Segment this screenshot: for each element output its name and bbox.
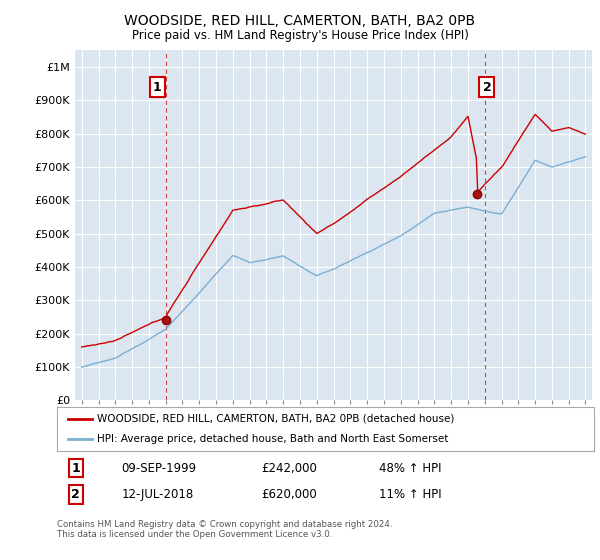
Text: HPI: Average price, detached house, Bath and North East Somerset: HPI: Average price, detached house, Bath… bbox=[97, 434, 449, 444]
Text: WOODSIDE, RED HILL, CAMERTON, BATH, BA2 0PB (detached house): WOODSIDE, RED HILL, CAMERTON, BATH, BA2 … bbox=[97, 414, 455, 424]
Text: 09-SEP-1999: 09-SEP-1999 bbox=[121, 461, 197, 475]
Text: 11% ↑ HPI: 11% ↑ HPI bbox=[379, 488, 442, 501]
Text: WOODSIDE, RED HILL, CAMERTON, BATH, BA2 0PB: WOODSIDE, RED HILL, CAMERTON, BATH, BA2 … bbox=[124, 14, 476, 28]
Text: £242,000: £242,000 bbox=[261, 461, 317, 475]
Text: 2: 2 bbox=[71, 488, 80, 501]
Text: 2: 2 bbox=[482, 81, 491, 94]
Text: 1: 1 bbox=[71, 461, 80, 475]
Text: Price paid vs. HM Land Registry's House Price Index (HPI): Price paid vs. HM Land Registry's House … bbox=[131, 29, 469, 42]
Text: 12-JUL-2018: 12-JUL-2018 bbox=[121, 488, 194, 501]
Text: Contains HM Land Registry data © Crown copyright and database right 2024.
This d: Contains HM Land Registry data © Crown c… bbox=[57, 520, 392, 539]
Text: 1: 1 bbox=[153, 81, 161, 94]
Text: £620,000: £620,000 bbox=[261, 488, 317, 501]
Text: 48% ↑ HPI: 48% ↑ HPI bbox=[379, 461, 442, 475]
